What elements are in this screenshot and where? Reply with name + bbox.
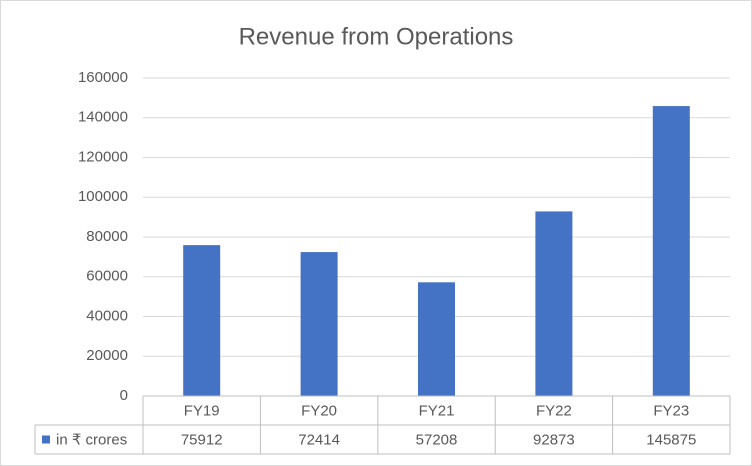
y-tick-label: 80000 — [86, 228, 128, 245]
y-tick-label: 40000 — [86, 307, 128, 324]
bar — [418, 282, 455, 396]
y-tick-label: 160000 — [78, 69, 128, 86]
legend-label: in ₹ crores — [56, 431, 127, 448]
y-tick-label: 100000 — [78, 188, 128, 205]
x-tick-label: FY21 — [419, 402, 455, 419]
x-tick-label: FY19 — [184, 402, 220, 419]
table-value: 92873 — [533, 431, 575, 448]
bar — [183, 245, 221, 396]
bar — [535, 211, 573, 396]
bar — [300, 252, 338, 396]
table-value: 72414 — [298, 431, 340, 448]
y-tick-label: 20000 — [86, 347, 128, 364]
chart-title: Revenue from Operations — [239, 23, 514, 50]
y-tick-label: 140000 — [78, 109, 128, 126]
y-tick-label: 120000 — [78, 148, 128, 165]
table-value: 57208 — [416, 431, 458, 448]
x-tick-label: FY23 — [653, 402, 689, 419]
legend-key — [42, 435, 50, 444]
bar — [652, 106, 690, 397]
table-value: 145875 — [646, 431, 696, 448]
table-value: 75912 — [181, 431, 223, 448]
y-tick-label: 60000 — [86, 268, 128, 285]
y-tick-label: 0 — [120, 387, 128, 404]
x-tick-label: FY22 — [536, 402, 572, 419]
x-tick-label: FY20 — [301, 402, 337, 419]
